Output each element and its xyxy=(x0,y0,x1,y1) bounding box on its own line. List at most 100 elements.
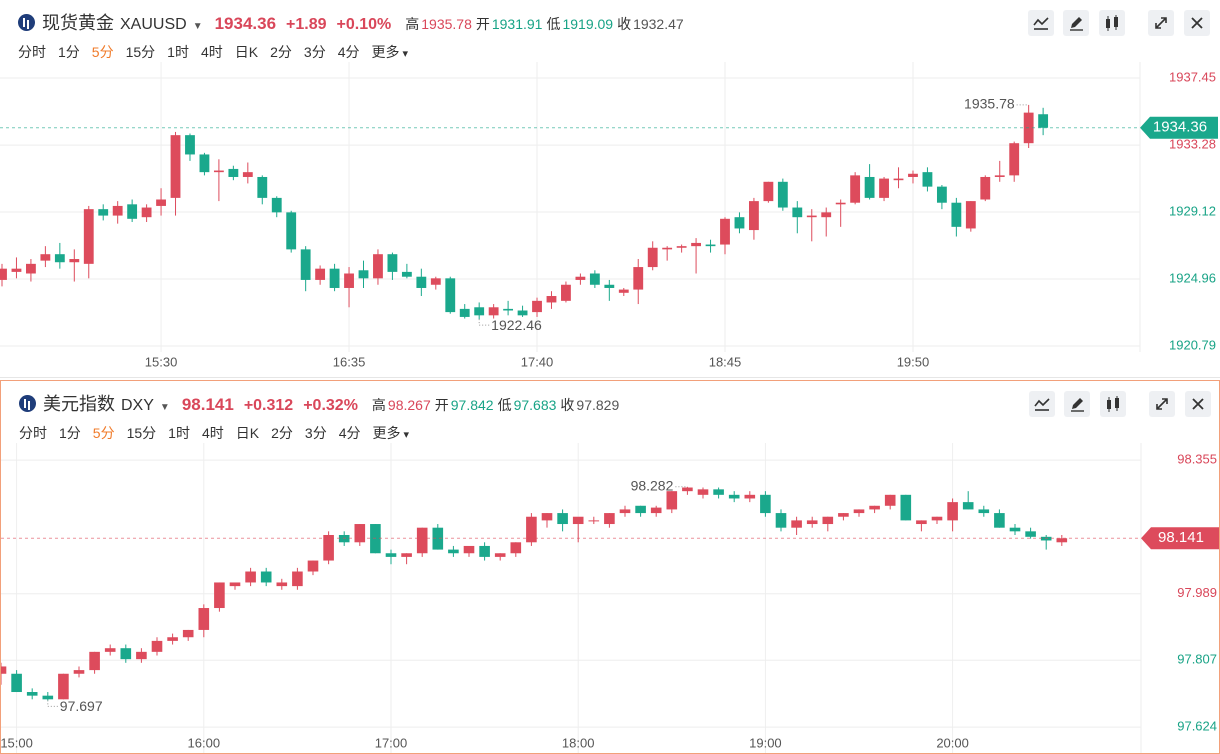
candle-body xyxy=(170,135,181,198)
candle-body xyxy=(526,516,537,543)
candle-body xyxy=(448,549,459,554)
symbol-name[interactable]: 美元指数 xyxy=(43,394,115,414)
timeframe-tab[interactable]: 15分 xyxy=(126,425,157,441)
timeframe-tab[interactable]: 更多 xyxy=(372,42,409,62)
candle-body xyxy=(947,502,958,521)
current-price-badge xyxy=(1141,527,1219,550)
candle-body xyxy=(572,516,584,525)
candle-body xyxy=(1025,531,1036,537)
candle-body xyxy=(775,513,787,528)
timeframe-tab[interactable]: 1分 xyxy=(59,425,81,441)
tool-button[interactable] xyxy=(1185,391,1211,417)
stat-value: 1932.47 xyxy=(633,16,684,32)
tool-button[interactable] xyxy=(1064,391,1090,417)
change: +1.89 xyxy=(286,16,327,33)
annotation-leader xyxy=(47,700,58,707)
candlestick-chart: 98.355 97.989 97.807 97.624 15:00 16:00 17:00 1… xyxy=(1,443,1219,753)
candle-body xyxy=(459,308,470,317)
timeframe-tab[interactable]: 2分 xyxy=(270,44,292,60)
y-tick-label: 1937.45 xyxy=(1169,69,1216,84)
candle-body xyxy=(488,307,499,316)
tool-button[interactable] xyxy=(1149,391,1175,417)
timeframe-tab[interactable]: 2分 xyxy=(271,425,293,441)
dropdown-caret[interactable]: ▼ xyxy=(192,21,203,32)
candle-body xyxy=(604,284,615,288)
symbol-name[interactable]: 现货黄金 xyxy=(42,13,114,33)
candle-body xyxy=(54,254,65,263)
candle-body xyxy=(432,527,444,550)
ticker[interactable]: DXY xyxy=(121,397,154,414)
candle-body xyxy=(445,278,456,313)
last-price: 98.141 xyxy=(181,395,234,414)
timeframe-tab[interactable]: 1时 xyxy=(168,425,190,441)
timeframe-tab[interactable]: 分时 xyxy=(19,425,47,441)
timeframe-tab[interactable]: 更多 xyxy=(373,423,410,443)
current-price-label: 98.141 xyxy=(1158,529,1204,546)
timeframe-tab[interactable]: 1分 xyxy=(58,44,80,60)
tool-button[interactable] xyxy=(1063,10,1089,36)
timeframe-tab[interactable]: 3分 xyxy=(304,425,327,441)
timeframe-tab[interactable]: 4时 xyxy=(200,44,223,60)
candle-body xyxy=(69,259,80,263)
candle-body xyxy=(869,505,880,510)
candle-body xyxy=(1009,143,1020,176)
candle-body xyxy=(0,268,7,280)
timeframe-tab[interactable]: 5分 xyxy=(91,44,114,60)
stat-value: 97.842 xyxy=(450,397,494,413)
stat-label: 收 xyxy=(560,397,575,413)
timeframe-tab[interactable]: 4分 xyxy=(338,425,361,441)
tool-button[interactable] xyxy=(1100,391,1126,417)
candle-body xyxy=(760,494,771,514)
candle-body xyxy=(962,502,974,510)
candle-body xyxy=(11,268,22,272)
candle-body xyxy=(387,254,398,272)
candle-body xyxy=(104,648,116,652)
candle-body xyxy=(329,268,340,288)
candle-body xyxy=(401,271,412,277)
candle-body xyxy=(271,197,282,213)
tool-button[interactable] xyxy=(1184,10,1210,36)
timeframe-tab[interactable]: 日K xyxy=(235,425,260,441)
quote-header: 美元指数 DXY ▼ 98.141 +0.312 +0.32% 高 98.267 开 97.842… xyxy=(19,390,619,416)
tool-button[interactable] xyxy=(1028,10,1054,36)
candle-body xyxy=(276,582,288,587)
ticker[interactable]: XAUUSD xyxy=(120,16,187,33)
stat-value: 97.829 xyxy=(576,397,620,413)
candle-body xyxy=(83,209,94,264)
candle-body xyxy=(662,247,673,250)
tool-button[interactable] xyxy=(1099,10,1125,36)
stat-label: 收 xyxy=(617,16,632,32)
stat-value: 97.683 xyxy=(513,397,557,413)
candle-body xyxy=(853,509,865,514)
timeframe-tab[interactable]: 3分 xyxy=(303,44,326,60)
timeframe-tab[interactable]: 日K xyxy=(234,44,259,60)
candle-body xyxy=(633,267,644,290)
timeframe-tab[interactable]: 4分 xyxy=(337,44,360,60)
candle-body xyxy=(127,204,138,219)
candle-body xyxy=(214,582,225,609)
candle-body xyxy=(682,487,693,492)
candle-body xyxy=(182,629,194,638)
candle-body xyxy=(980,176,991,200)
timeframe-tab[interactable]: 1时 xyxy=(167,44,189,60)
candle-body xyxy=(588,520,600,522)
candle-body xyxy=(112,205,123,216)
candle-body xyxy=(199,154,210,173)
dropdown-caret[interactable]: ▼ xyxy=(159,402,170,413)
candle-body xyxy=(1,666,7,674)
candle-body xyxy=(120,648,132,660)
timeframe-tab[interactable]: 15分 xyxy=(125,44,156,60)
timeframe-tab[interactable]: 4时 xyxy=(201,425,224,441)
timeframe-tab[interactable]: 分时 xyxy=(18,44,46,60)
candle-body xyxy=(98,209,109,216)
stat-label: 开 xyxy=(475,16,490,32)
candle-body xyxy=(838,513,849,517)
timeframe-tab[interactable]: 5分 xyxy=(92,425,115,441)
candle-body xyxy=(965,201,976,229)
candle-body xyxy=(185,135,195,155)
stat-value: 1935.78 xyxy=(421,16,472,32)
candle-body xyxy=(791,520,802,528)
tool-button[interactable] xyxy=(1029,391,1055,417)
tool-button[interactable] xyxy=(1148,10,1174,36)
candle-body xyxy=(744,494,756,499)
